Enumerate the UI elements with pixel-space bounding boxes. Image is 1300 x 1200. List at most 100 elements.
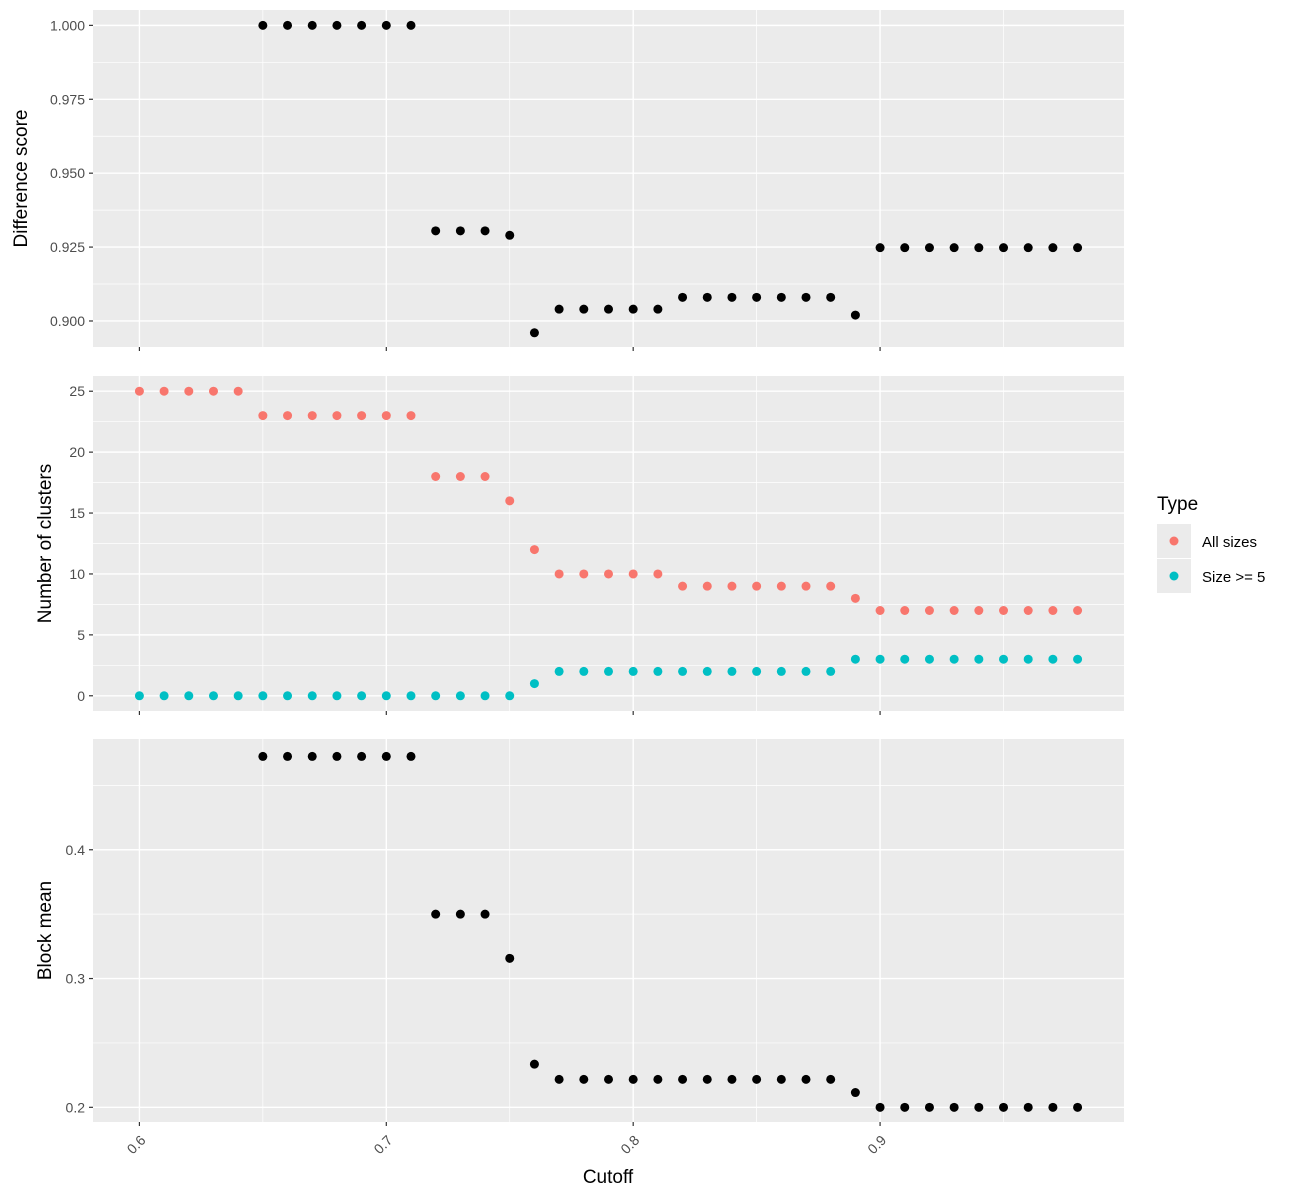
data-point <box>455 909 465 919</box>
data-point <box>653 1074 663 1084</box>
data-point <box>702 1074 712 1084</box>
data-point <box>357 411 367 421</box>
data-point <box>1048 606 1058 615</box>
data-point <box>307 691 317 701</box>
data-point <box>752 581 762 591</box>
y-tick-label: 0.975 <box>50 91 85 107</box>
data-point <box>850 593 860 603</box>
data-point <box>678 1074 688 1084</box>
data-point <box>480 691 490 701</box>
data-point <box>480 226 490 236</box>
data-point <box>554 569 564 579</box>
data-point <box>900 606 910 615</box>
y-tick-label: 0.3 <box>66 971 86 987</box>
data-point <box>579 666 589 676</box>
data-point <box>801 666 811 676</box>
data-point <box>332 20 342 30</box>
y-axis-title: Number of clusters <box>35 464 56 623</box>
data-point <box>529 1059 539 1069</box>
data-point <box>283 751 293 761</box>
data-point <box>850 1088 860 1098</box>
data-point <box>974 606 984 615</box>
data-point <box>283 691 293 701</box>
x-tick-label: 0.6 <box>124 1132 149 1157</box>
data-point <box>406 411 416 421</box>
data-point <box>628 569 638 579</box>
x-tick-label: 0.8 <box>617 1132 642 1157</box>
data-point <box>1048 243 1058 253</box>
data-point <box>505 691 515 701</box>
y-tick-label: 0.4 <box>66 842 86 858</box>
data-point <box>924 654 934 664</box>
data-point <box>1048 1102 1058 1112</box>
data-point <box>949 606 959 615</box>
legend-key-all-sizes <box>1169 536 1179 546</box>
legend: Type All sizes Size >= 5 <box>1157 494 1265 593</box>
legend-key-size-ge-5 <box>1169 571 1179 581</box>
data-point <box>924 1102 934 1112</box>
data-point <box>505 496 515 506</box>
data-point <box>702 666 712 676</box>
data-point <box>159 386 169 396</box>
panel-1: 0.900 0.925 0.950 0.975 1.000 Difference scor… <box>11 10 1124 351</box>
y-tick-label: 5 <box>77 627 85 643</box>
data-point <box>875 243 885 253</box>
y-tick-label: 15 <box>69 505 85 521</box>
data-point <box>579 304 589 314</box>
data-point <box>332 411 342 421</box>
panel-background <box>93 10 1124 347</box>
data-point <box>628 304 638 314</box>
data-point <box>1023 606 1033 615</box>
data-point <box>1023 654 1033 664</box>
data-point <box>949 1102 959 1112</box>
data-point <box>554 1074 564 1084</box>
y-tick-label: 25 <box>69 383 85 399</box>
legend-label-all-sizes: All sizes <box>1202 534 1257 551</box>
data-point <box>752 292 762 302</box>
data-point <box>480 472 490 481</box>
data-point <box>875 654 885 664</box>
data-point <box>678 666 688 676</box>
data-point <box>974 243 984 253</box>
data-point <box>1073 654 1083 664</box>
x-tick-label: 0.9 <box>864 1132 889 1157</box>
series-values <box>258 751 1083 1112</box>
data-point <box>283 411 293 421</box>
data-point <box>924 243 934 253</box>
data-point <box>529 679 539 689</box>
data-point <box>604 304 613 314</box>
data-point <box>431 226 441 236</box>
data-point <box>850 654 860 664</box>
data-point <box>579 569 589 579</box>
data-point <box>529 328 539 338</box>
data-point <box>826 292 836 302</box>
data-point <box>801 292 811 302</box>
data-point <box>1073 606 1083 615</box>
data-point <box>826 666 836 676</box>
data-point <box>258 691 268 701</box>
data-point <box>208 691 218 701</box>
data-point <box>727 581 737 591</box>
data-point <box>381 691 391 701</box>
data-point <box>727 292 737 302</box>
y-tick-label: 0.950 <box>50 165 85 181</box>
data-point <box>381 751 391 761</box>
data-point <box>381 20 391 30</box>
data-point <box>381 411 391 421</box>
data-point <box>875 1102 885 1112</box>
data-point <box>702 292 712 302</box>
data-point <box>628 1074 638 1084</box>
x-axis-title: Cutoff <box>583 1167 634 1188</box>
data-point <box>208 386 218 396</box>
data-point <box>752 666 762 676</box>
data-point <box>999 1102 1009 1112</box>
data-point <box>924 606 934 615</box>
data-point <box>628 666 638 676</box>
data-point <box>900 1102 910 1112</box>
y-tick-label: 20 <box>69 444 85 460</box>
data-point <box>579 1074 589 1084</box>
data-point <box>1048 654 1058 664</box>
data-point <box>776 292 786 302</box>
data-point <box>357 20 367 30</box>
